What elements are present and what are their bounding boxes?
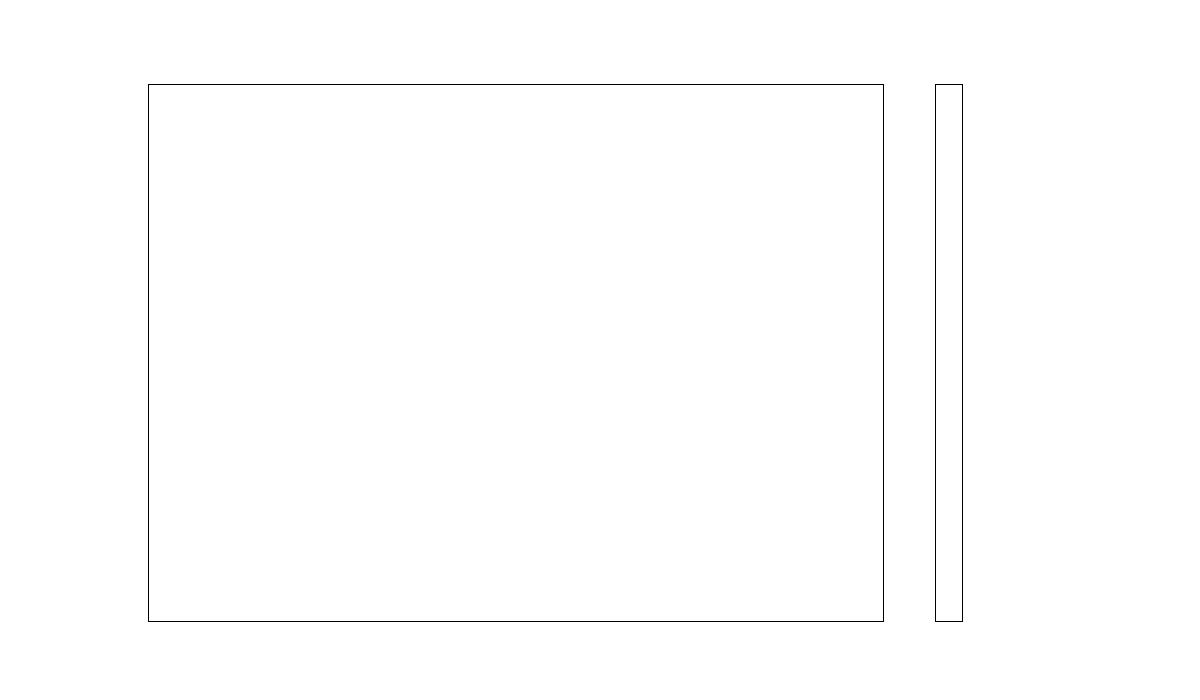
colorbar-canvas [936,85,962,621]
heatmap-canvas [149,85,883,621]
plot-area [148,84,884,622]
colorbar [935,84,963,622]
